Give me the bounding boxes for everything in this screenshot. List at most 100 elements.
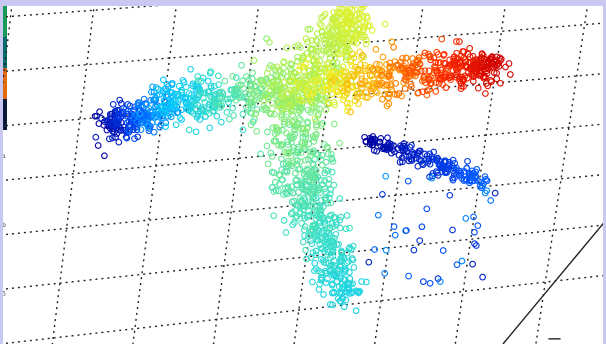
data-point <box>325 99 333 106</box>
data-point <box>200 94 207 102</box>
data-point <box>296 63 304 70</box>
data-point <box>384 134 391 142</box>
data-point <box>115 112 123 120</box>
data-point <box>432 88 440 95</box>
data-point <box>328 168 336 176</box>
data-point <box>402 145 409 153</box>
data-point <box>353 90 361 97</box>
data-point <box>332 43 339 51</box>
data-point <box>312 215 320 222</box>
data-point <box>335 64 343 72</box>
data-point <box>194 73 202 80</box>
data-point <box>154 118 161 126</box>
data-point <box>321 141 328 148</box>
data-point <box>476 182 484 190</box>
data-point <box>291 219 298 226</box>
data-point <box>416 60 424 68</box>
data-point <box>310 78 318 85</box>
data-point <box>307 148 315 156</box>
data-point <box>379 53 387 61</box>
data-point <box>113 114 121 122</box>
data-point <box>426 52 434 60</box>
data-point <box>495 63 503 70</box>
data-point <box>381 269 389 277</box>
data-point <box>317 207 325 215</box>
data-point <box>315 286 323 293</box>
data-point <box>238 93 246 101</box>
data-point <box>316 20 324 28</box>
data-point <box>395 90 403 97</box>
data-point <box>474 84 482 92</box>
data-point <box>322 279 330 287</box>
data-point <box>239 110 247 118</box>
data-point <box>308 240 316 248</box>
data-point <box>287 134 294 141</box>
data-point <box>322 94 329 102</box>
data-point <box>441 157 449 165</box>
data-point <box>378 95 386 103</box>
data-point <box>453 38 460 45</box>
data-point <box>425 67 433 75</box>
data-point <box>362 67 369 75</box>
data-point <box>460 168 468 175</box>
data-point <box>373 147 381 155</box>
data-point <box>275 171 283 178</box>
data-point <box>275 100 283 108</box>
data-point <box>115 138 123 146</box>
data-point <box>462 215 470 222</box>
data-point <box>472 242 480 249</box>
data-point <box>272 91 279 99</box>
data-point <box>425 77 433 84</box>
data-point <box>381 20 389 28</box>
data-point <box>131 103 139 111</box>
data-point <box>290 134 297 141</box>
data-point <box>312 170 319 178</box>
data-point <box>297 116 304 124</box>
data-point <box>295 76 303 84</box>
data-point <box>497 55 505 63</box>
data-point <box>483 177 491 184</box>
data-point <box>275 187 282 195</box>
data-point <box>440 52 447 59</box>
data-point <box>337 50 344 57</box>
data-point <box>288 157 296 165</box>
data-point <box>318 22 325 29</box>
data-point <box>312 37 320 44</box>
data-point <box>122 105 130 113</box>
data-point <box>197 89 205 97</box>
data-point <box>302 156 309 164</box>
data-point <box>302 83 310 90</box>
data-point <box>269 124 277 131</box>
data-point <box>487 197 495 204</box>
data-point <box>298 84 306 92</box>
data-point <box>328 42 336 50</box>
data-point <box>179 76 187 84</box>
data-point <box>379 191 386 198</box>
data-point <box>303 255 310 263</box>
data-point <box>291 126 299 133</box>
data-point <box>320 291 327 298</box>
data-point <box>456 75 463 82</box>
data-point <box>216 88 223 96</box>
data-point <box>385 73 393 80</box>
data-point <box>273 124 280 132</box>
data-point <box>386 63 394 71</box>
data-point <box>343 99 351 107</box>
data-point <box>446 61 454 68</box>
data-point <box>378 71 385 79</box>
data-point <box>232 74 240 81</box>
data-point <box>350 264 358 271</box>
data-point <box>310 103 317 111</box>
data-point <box>381 90 389 98</box>
data-point <box>464 157 471 165</box>
data-point <box>320 247 328 255</box>
data-point <box>466 65 474 72</box>
data-point <box>184 101 192 108</box>
data-point <box>329 158 337 165</box>
data-point <box>471 56 479 64</box>
data-point <box>286 161 294 168</box>
grid-line-v <box>212 3 260 344</box>
data-point <box>206 124 214 132</box>
data-point <box>416 237 424 244</box>
data-point <box>189 80 197 88</box>
